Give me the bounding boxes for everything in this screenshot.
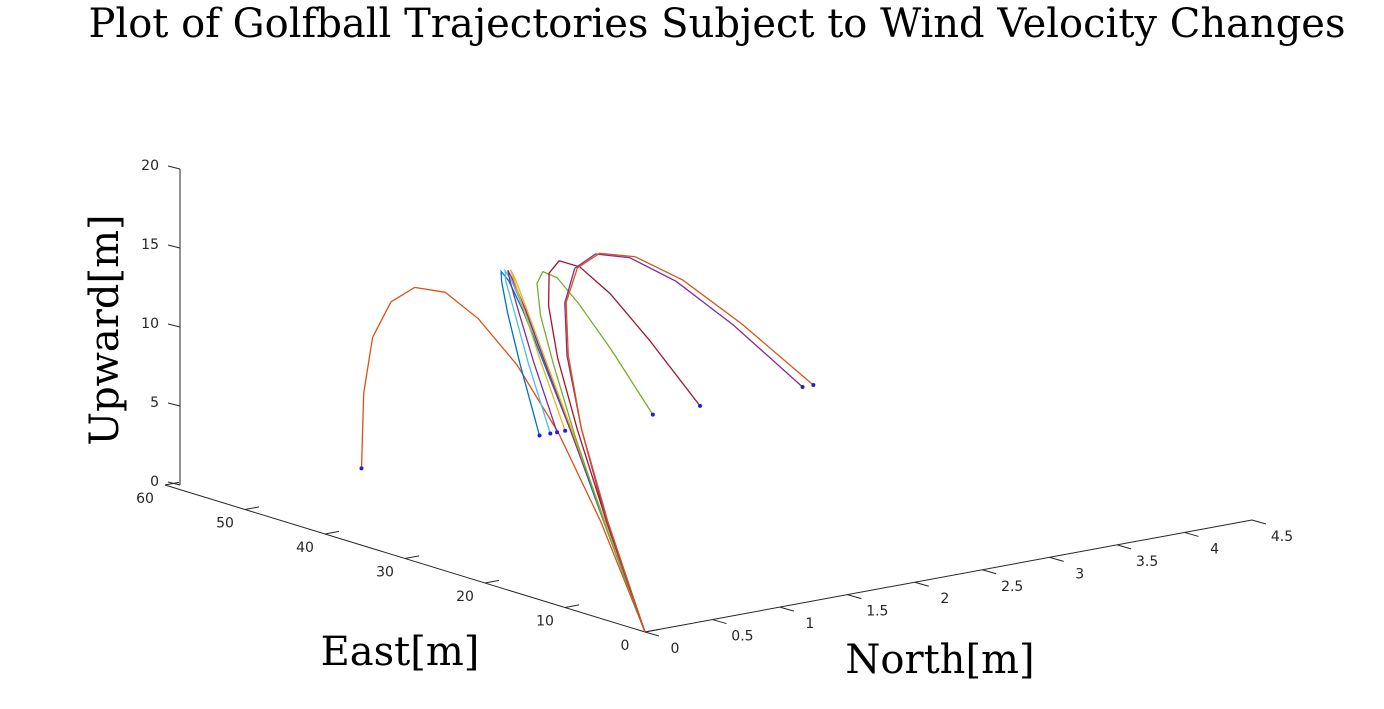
trajectory [536, 270, 654, 633]
x-tick-label: 60 [136, 491, 154, 507]
x-tick [324, 530, 340, 535]
x-tick [484, 579, 500, 584]
z-tick-label: 10 [141, 316, 159, 332]
z-tick-label: 15 [141, 237, 159, 253]
x-tick-label: 50 [216, 516, 234, 532]
z-tick-label: 5 [150, 395, 159, 411]
end-point [811, 383, 816, 388]
y-tick-label: 1 [805, 616, 814, 632]
y-tick [1251, 519, 1267, 525]
y-tick-label: 4 [1210, 541, 1219, 557]
y-tick [779, 606, 795, 612]
trajectory [564, 253, 804, 633]
z-tick [167, 481, 181, 486]
end-point [548, 431, 553, 436]
z-axis-label: Upward[m] [82, 214, 128, 445]
y-tick-label: 0.5 [731, 629, 753, 645]
end-point [537, 433, 542, 438]
z-tick-label: 0 [150, 474, 159, 490]
end-point [800, 384, 805, 389]
trajectory [504, 268, 646, 633]
x-tick [244, 506, 260, 510]
chart-title: Plot of Golfball Trajectories Subject to… [89, 1, 1346, 47]
y-tick-label: 3 [1075, 566, 1084, 582]
x-axis-label: East[m] [321, 629, 480, 675]
y-tick-label: 4.5 [1271, 529, 1293, 545]
trajectory [547, 260, 701, 633]
y-tick [914, 581, 929, 587]
y-axis [644, 519, 1253, 633]
x-tick-label: 0 [621, 638, 630, 654]
trajectory [507, 269, 646, 633]
y-tick-label: 2.5 [1001, 579, 1023, 595]
y-tick-label: 1.5 [866, 604, 888, 620]
y-tick-label: 3.5 [1136, 554, 1158, 570]
end-point [698, 403, 703, 408]
z-tick [167, 323, 181, 328]
y-tick [847, 594, 862, 600]
y-tick [712, 619, 727, 625]
trajectory [360, 286, 646, 633]
x-tick [404, 555, 420, 559]
y-tick-label: 0 [671, 641, 680, 657]
y-axis-label: North[m] [845, 637, 1034, 683]
x-tick-label: 30 [376, 565, 394, 581]
x-tick-label: 10 [536, 614, 554, 630]
y-tick [982, 569, 997, 575]
y-tick [1049, 556, 1064, 562]
y-tick [644, 631, 660, 637]
y-tick [1184, 531, 1199, 537]
end-point [650, 412, 655, 417]
trajectory [565, 252, 814, 633]
y-tick [1116, 544, 1132, 550]
end-point [359, 466, 364, 471]
x-tick [164, 481, 180, 486]
y-tick-label: 2 [940, 591, 949, 607]
x-tick-label: 20 [456, 589, 474, 605]
x-tick-label: 40 [296, 540, 314, 556]
end-point [563, 428, 568, 433]
z-tick [167, 402, 181, 407]
x-tick [564, 604, 580, 608]
z-tick [167, 244, 181, 249]
x-tick [644, 628, 660, 633]
z-tick-label: 20 [141, 158, 159, 174]
z-tick [167, 165, 181, 170]
end-point [555, 430, 560, 435]
